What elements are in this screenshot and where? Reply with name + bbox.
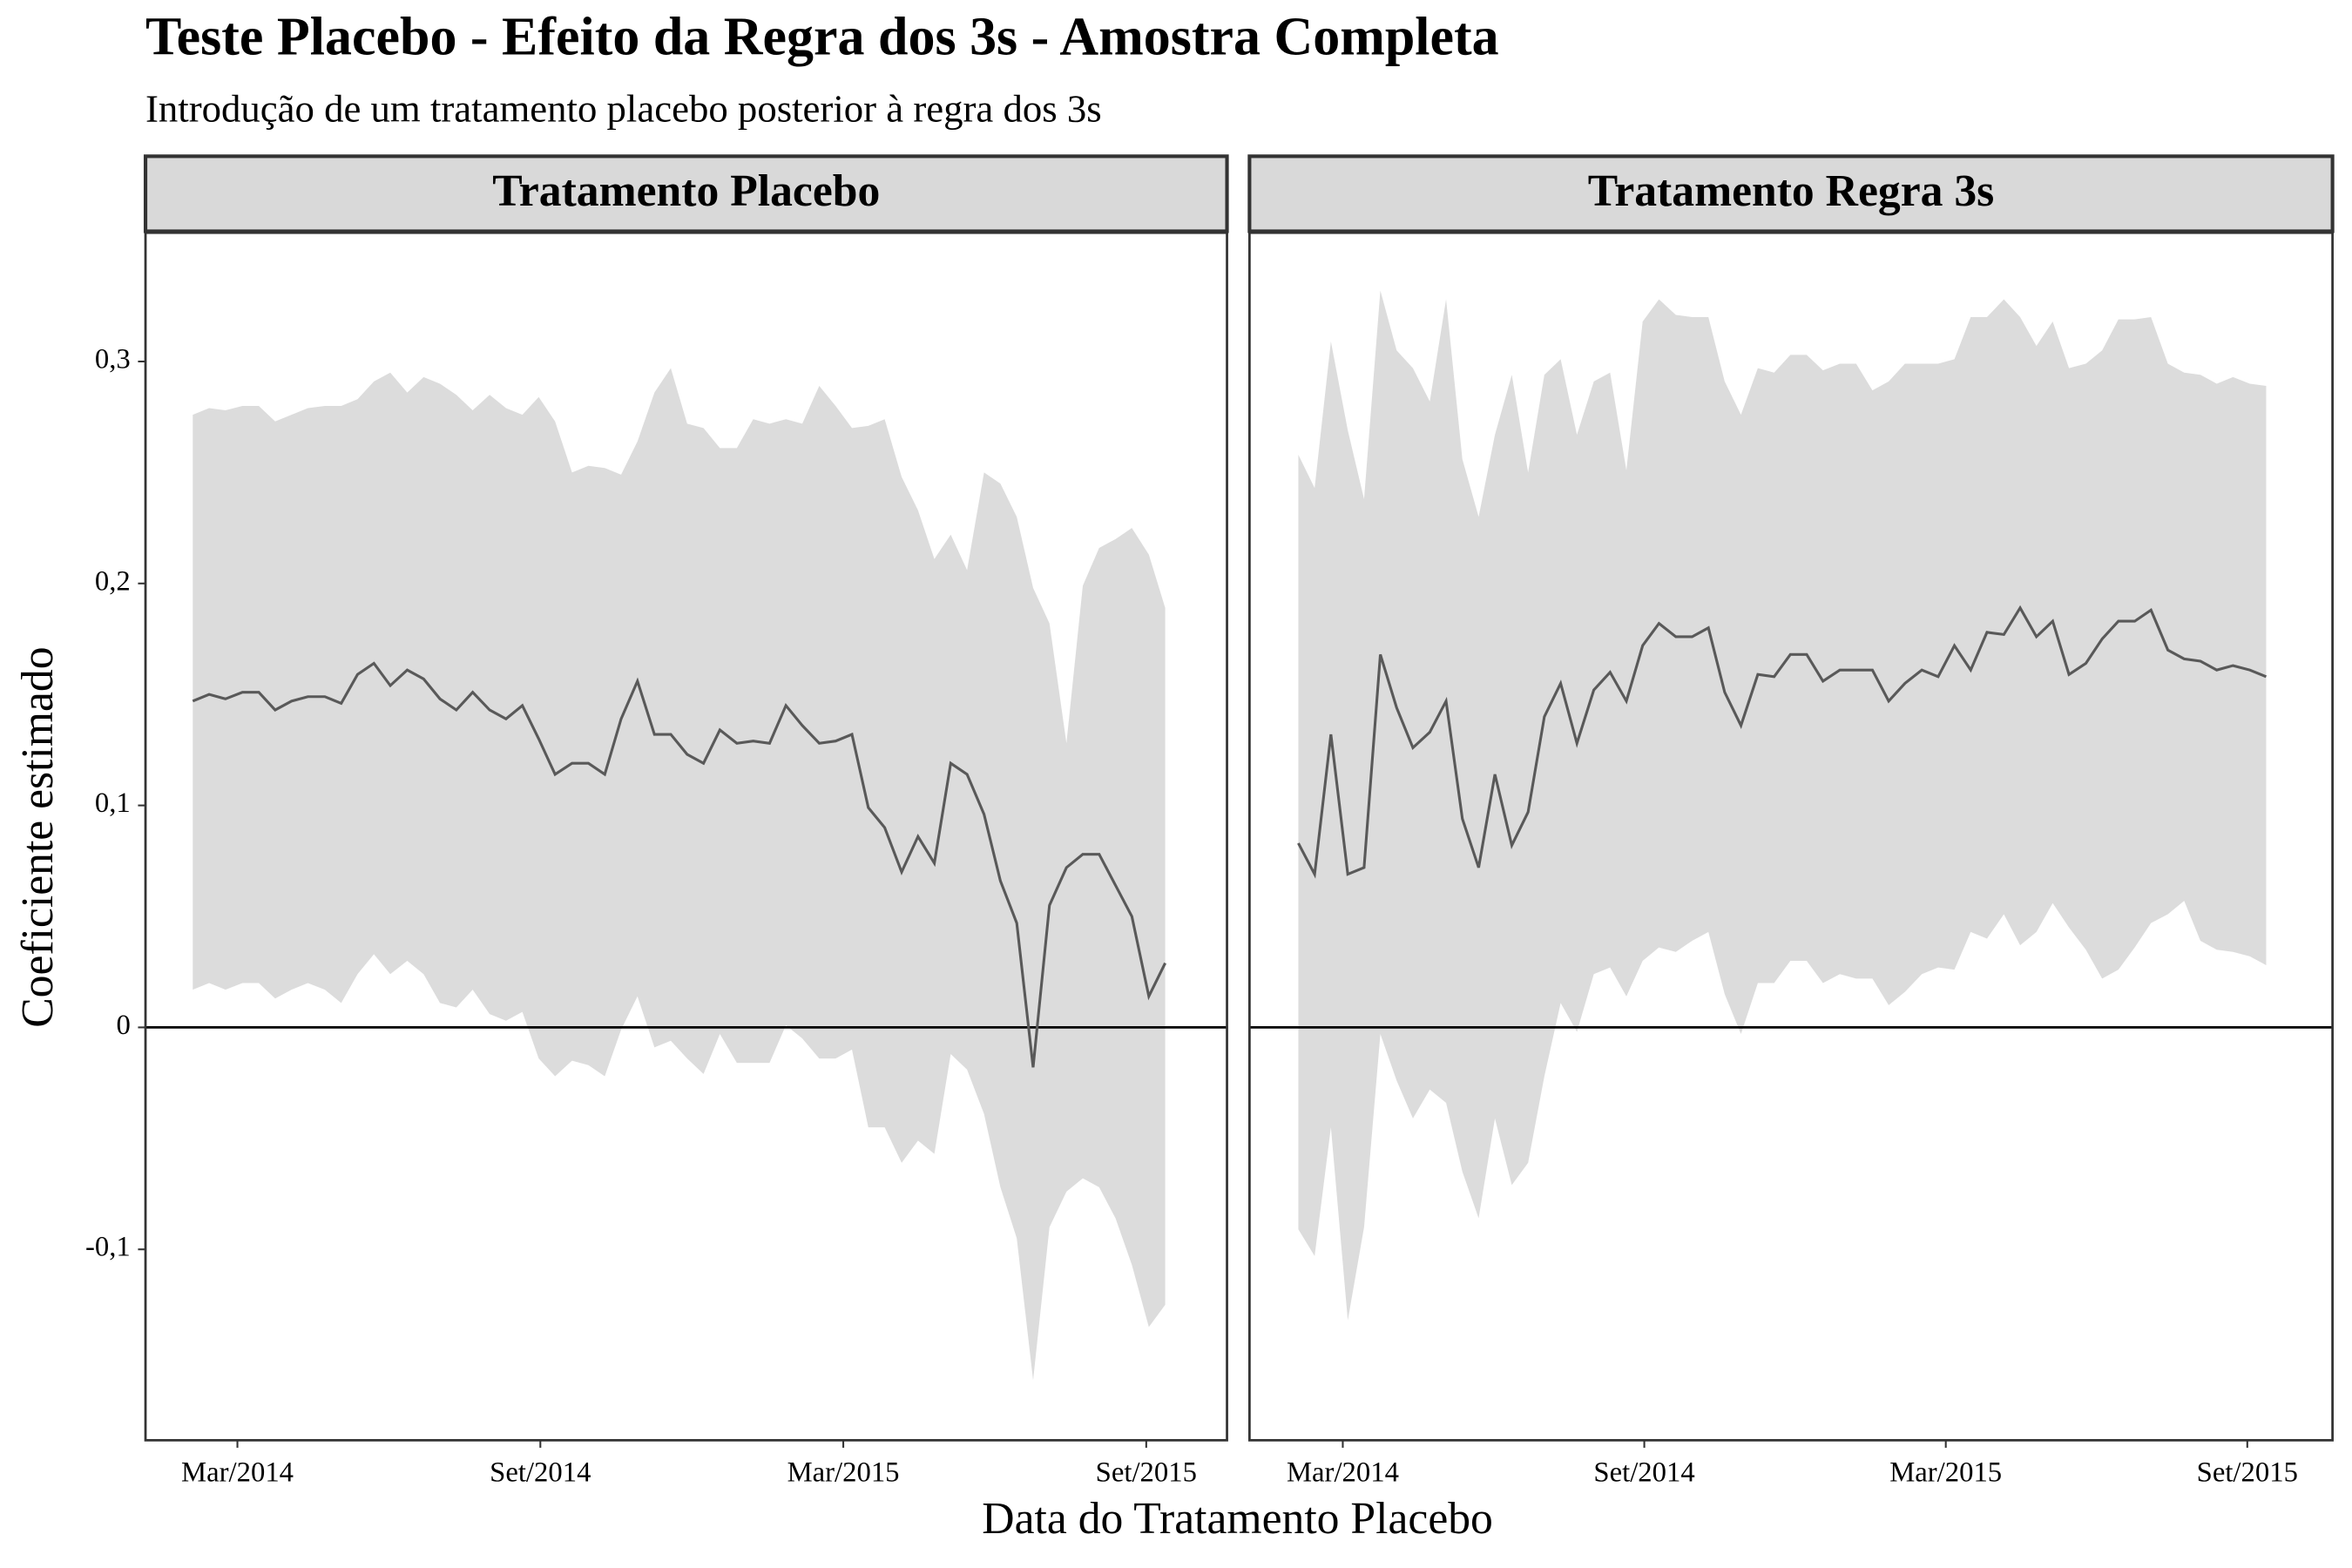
- x-axis-label: Data do Tratamento Placebo: [982, 1494, 1493, 1544]
- y-tick-label: 0,1: [95, 787, 131, 819]
- y-tick-label: 0: [116, 1010, 130, 1041]
- x-tick-label: Mar/2015: [1889, 1456, 2002, 1488]
- confidence-band: [1298, 290, 2267, 1321]
- facet-strip: [1247, 154, 2335, 233]
- y-tick-label: -0,1: [85, 1232, 131, 1263]
- y-tick-label: 0,2: [95, 565, 131, 597]
- chart-subtitle: Introdução de um tratamento placebo post…: [145, 87, 1102, 131]
- x-tick-label: Set/2014: [1593, 1456, 1694, 1488]
- x-tick-label: Mar/2014: [181, 1456, 294, 1488]
- chart-title: Teste Placebo - Efeito da Regra dos 3s -…: [145, 8, 1499, 67]
- facet-label: Tratamento Regra 3s: [1588, 166, 1995, 216]
- y-tick-label: 0,3: [95, 343, 131, 375]
- x-tick-label: Mar/2014: [1287, 1456, 1399, 1488]
- estimate-line: [192, 661, 1166, 1068]
- x-tick-label: Set/2015: [1096, 1456, 1197, 1488]
- x-tick-label: Mar/2015: [787, 1456, 900, 1488]
- facet-strip: [143, 154, 1229, 233]
- confidence-band: [193, 368, 1166, 1381]
- facet-label: Tratamento Placebo: [492, 166, 880, 216]
- x-tick-label: Set/2014: [490, 1456, 591, 1488]
- x-tick-label: Set/2015: [2197, 1456, 2298, 1488]
- estimate-line: [1297, 605, 2268, 879]
- y-axis-label: Coeficiente estimado: [13, 646, 63, 1027]
